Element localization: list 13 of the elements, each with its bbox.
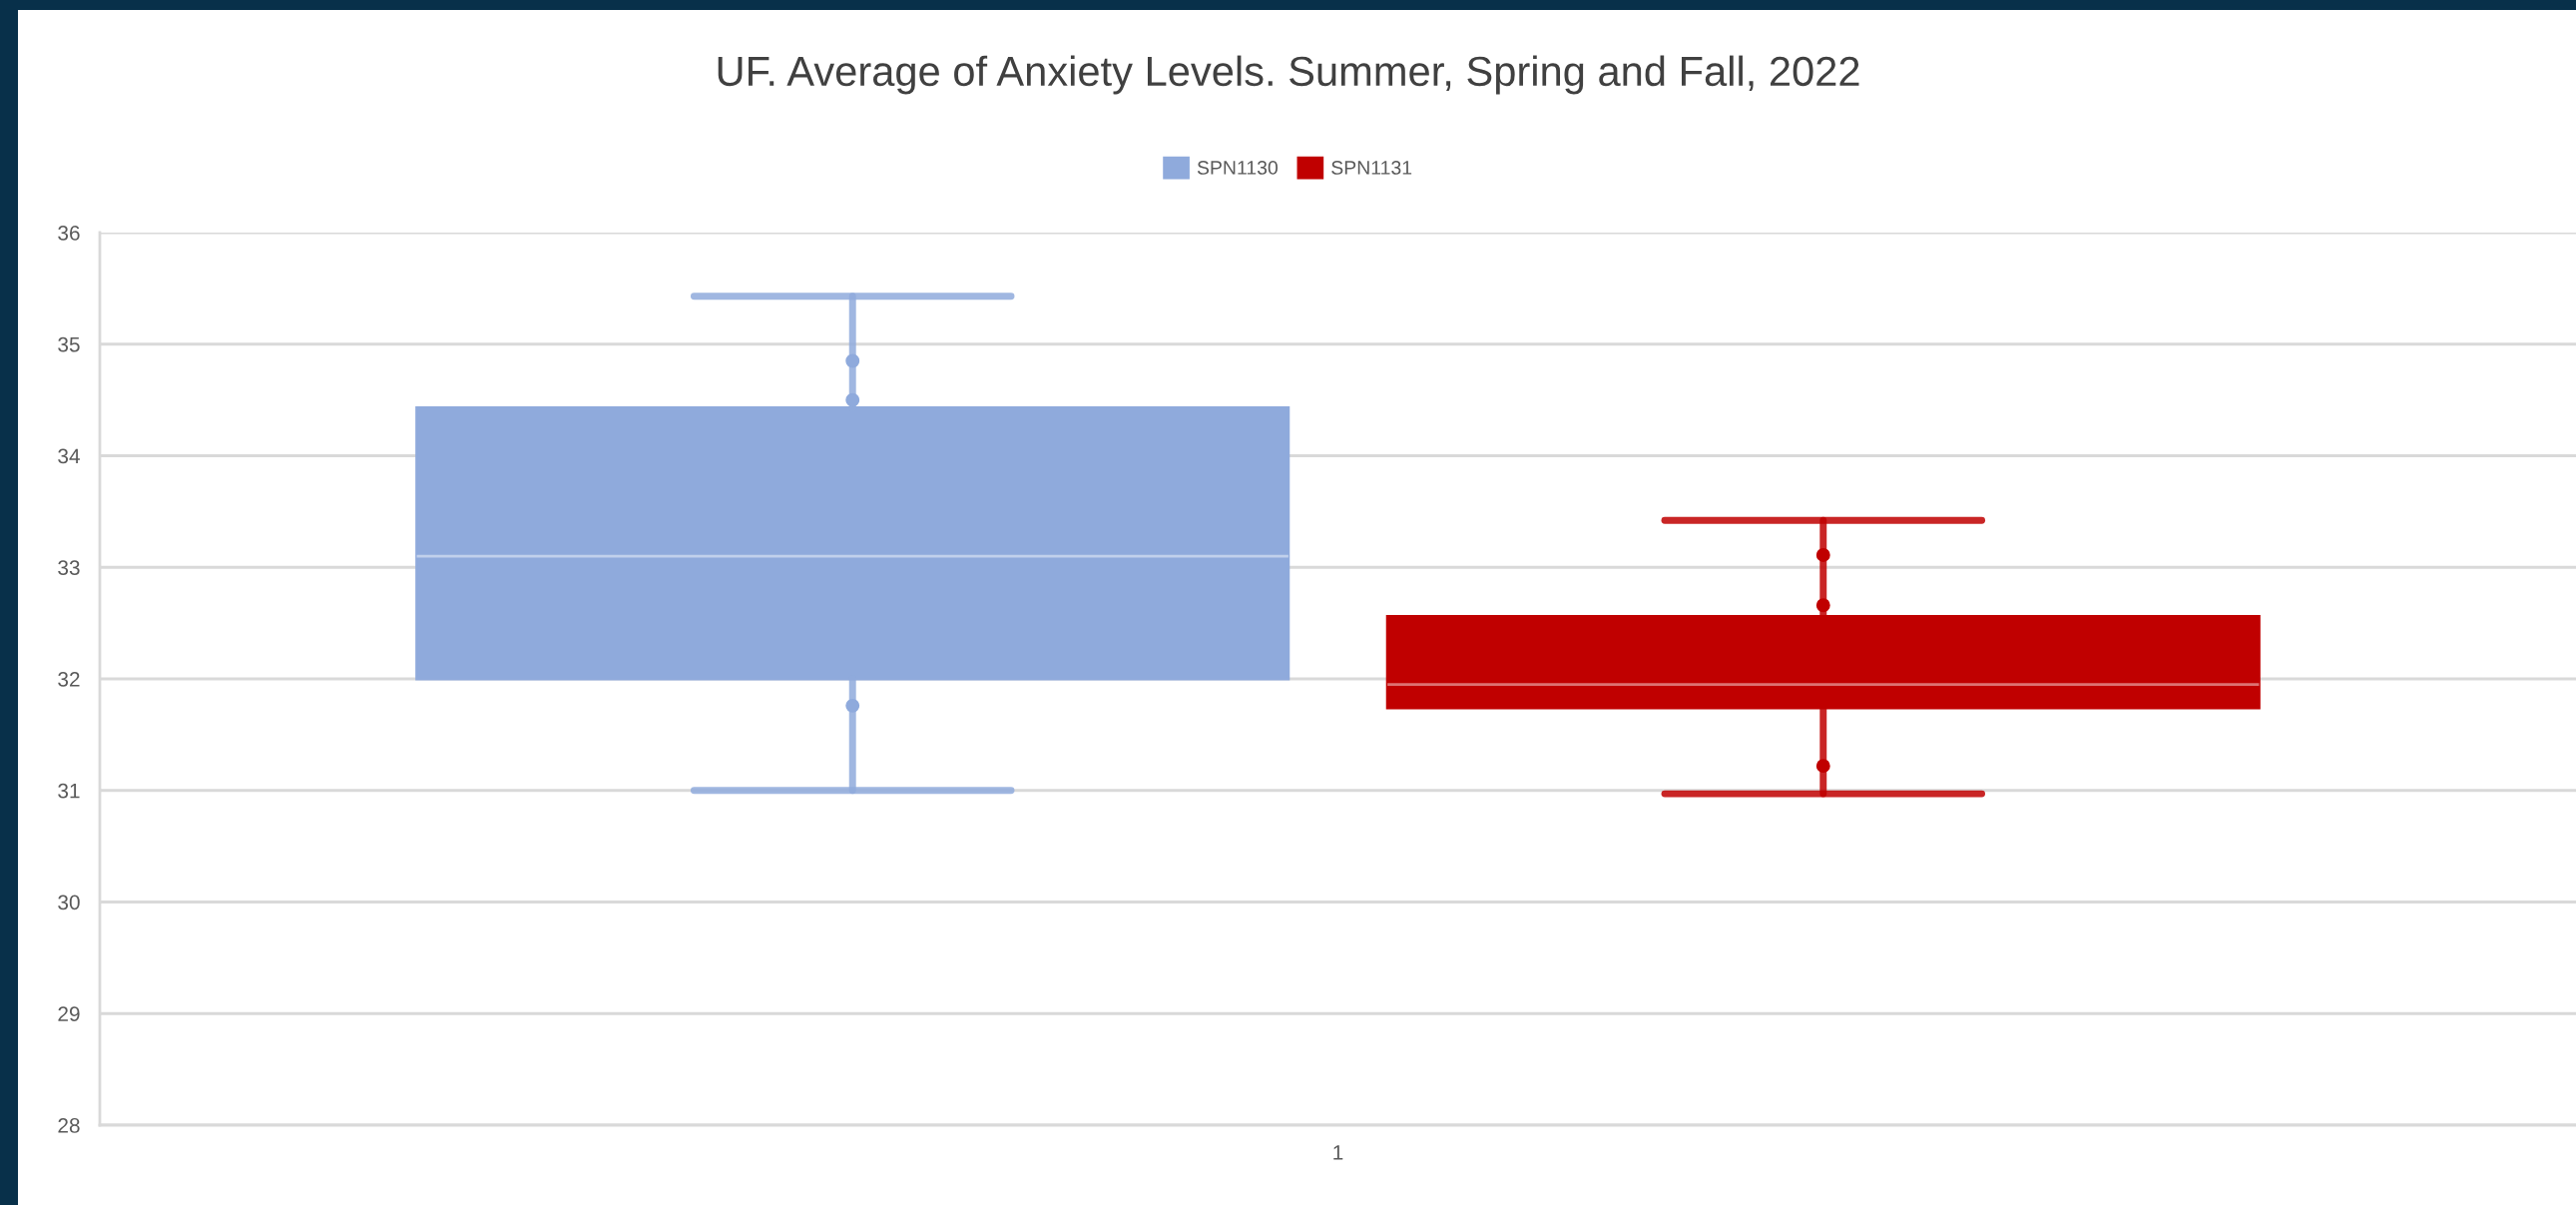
y-tick-label: 28 <box>58 1118 80 1133</box>
y-tick-label: 33 <box>58 560 80 575</box>
chart-title: UF. Average of Anxiety Levels. Summer, Spring and Fall, 2022 <box>718 55 1859 95</box>
legend-label: SPN1130 <box>1197 161 1279 175</box>
y-tick-label: 29 <box>58 1006 80 1021</box>
y-tick-label: 31 <box>58 783 80 799</box>
y-tick-label: 30 <box>58 895 80 910</box>
x-tick-label: 1 <box>1333 1145 1343 1160</box>
legend-label: SPN1131 <box>1331 161 1412 175</box>
y-tick-label: 34 <box>58 448 80 464</box>
y-tick-label: 36 <box>58 226 80 241</box>
y-tick-label: 35 <box>58 336 80 352</box>
y-tick-label: 32 <box>58 672 80 687</box>
